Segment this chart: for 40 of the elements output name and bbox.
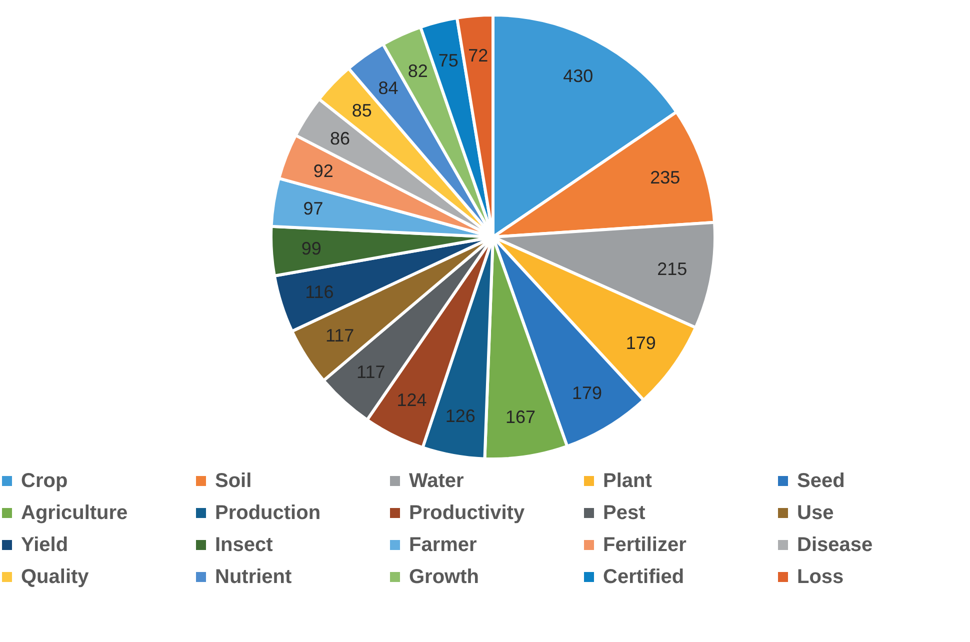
legend-label: Yield [21, 534, 68, 556]
data-label: 99 [301, 238, 322, 259]
data-label: 179 [626, 333, 656, 354]
data-label: 235 [650, 168, 680, 188]
data-label: 117 [356, 362, 386, 382]
data-label: 117 [325, 325, 354, 346]
legend-label: Certified [603, 566, 684, 588]
data-label: 86 [330, 128, 350, 148]
data-label: 430 [563, 66, 594, 86]
data-label: 179 [572, 382, 602, 403]
legend-label: Nutrient [215, 566, 292, 588]
legend-label: Use [797, 502, 834, 524]
legend-label: Crop [21, 470, 68, 492]
legend-label: Production [215, 502, 321, 524]
legend-label: Soil [215, 470, 252, 492]
legend-label: Growth [409, 566, 479, 588]
legend-label: Insect [215, 534, 273, 556]
legend-label: Seed [797, 470, 845, 492]
data-label: 92 [313, 160, 334, 181]
legend-label: Agriculture [21, 502, 128, 524]
data-label: 215 [657, 259, 688, 280]
legend-label: Disease [797, 534, 873, 556]
legend-label: Productivity [409, 502, 525, 524]
legend-label: Loss [797, 566, 844, 588]
data-label: 97 [303, 198, 324, 218]
data-label: 116 [305, 282, 334, 302]
data-label: 124 [396, 390, 427, 410]
data-label: 167 [505, 406, 536, 427]
legend-label: Farmer [409, 534, 477, 556]
data-label: 75 [438, 50, 458, 71]
legend-label: Water [409, 470, 464, 492]
legend-label: Fertilizer [603, 534, 686, 556]
data-label: 84 [378, 78, 398, 98]
legend-label: Pest [603, 502, 646, 524]
data-label: 82 [408, 61, 428, 82]
data-label: 85 [352, 100, 372, 121]
data-label: 126 [445, 406, 476, 426]
data-label: 72 [468, 46, 488, 66]
legend-label: Quality [21, 566, 89, 588]
legend-label: Plant [603, 470, 652, 492]
